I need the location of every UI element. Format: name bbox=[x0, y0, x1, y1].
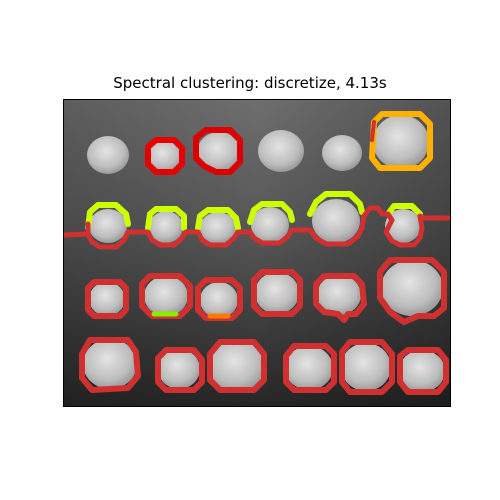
contour-red bbox=[193, 127, 243, 175]
coin bbox=[197, 132, 241, 172]
contour-red bbox=[377, 257, 447, 325]
coin bbox=[144, 276, 188, 316]
image-panel bbox=[63, 99, 451, 407]
contour-red bbox=[155, 347, 205, 393]
coin bbox=[385, 209, 421, 243]
contour-yellow bbox=[85, 202, 131, 231]
contour-red bbox=[145, 137, 185, 175]
contour-yellow bbox=[385, 203, 423, 217]
coin-row-4 bbox=[83, 339, 445, 392]
coin bbox=[341, 343, 391, 391]
contour-yellow bbox=[195, 207, 241, 231]
coin bbox=[285, 346, 333, 390]
coin bbox=[200, 282, 238, 318]
coin bbox=[209, 340, 265, 392]
coin bbox=[317, 275, 361, 315]
contour-red bbox=[207, 339, 267, 393]
contour-red bbox=[339, 339, 395, 395]
coin bbox=[87, 136, 129, 174]
coin bbox=[312, 199, 360, 243]
coin bbox=[255, 272, 299, 314]
coin bbox=[399, 350, 445, 392]
contour-red bbox=[195, 277, 243, 321]
coin bbox=[251, 207, 289, 243]
coin bbox=[83, 339, 137, 389]
contour-yellow bbox=[247, 201, 295, 225]
coin bbox=[200, 212, 236, 244]
contour-yellow bbox=[307, 191, 365, 217]
coin bbox=[89, 282, 125, 316]
contour-red bbox=[85, 279, 129, 319]
figure-title: Spectral clustering: discretize, 4.13s bbox=[113, 74, 387, 92]
contour-yellow bbox=[145, 206, 187, 231]
coin bbox=[89, 209, 127, 243]
coin-row-2 bbox=[89, 199, 421, 244]
contour-red bbox=[139, 273, 193, 319]
coin bbox=[158, 349, 200, 389]
contour-red bbox=[79, 337, 141, 393]
coin bbox=[373, 115, 429, 169]
contour-gold bbox=[369, 111, 433, 171]
cluster-contours bbox=[64, 111, 450, 395]
contour-red bbox=[397, 347, 449, 395]
segmentation-image bbox=[64, 100, 450, 406]
contour-red bbox=[313, 273, 367, 323]
coin-row-3 bbox=[89, 260, 443, 318]
coin bbox=[146, 140, 182, 172]
coin bbox=[322, 135, 362, 171]
coin bbox=[149, 211, 183, 243]
contour-red bbox=[283, 343, 337, 393]
contour-red-band bbox=[64, 205, 450, 250]
coin bbox=[258, 130, 304, 172]
contour-red-partial bbox=[370, 120, 376, 142]
contour-red bbox=[251, 269, 303, 317]
coin-row-1 bbox=[87, 115, 429, 174]
coin bbox=[381, 260, 443, 316]
